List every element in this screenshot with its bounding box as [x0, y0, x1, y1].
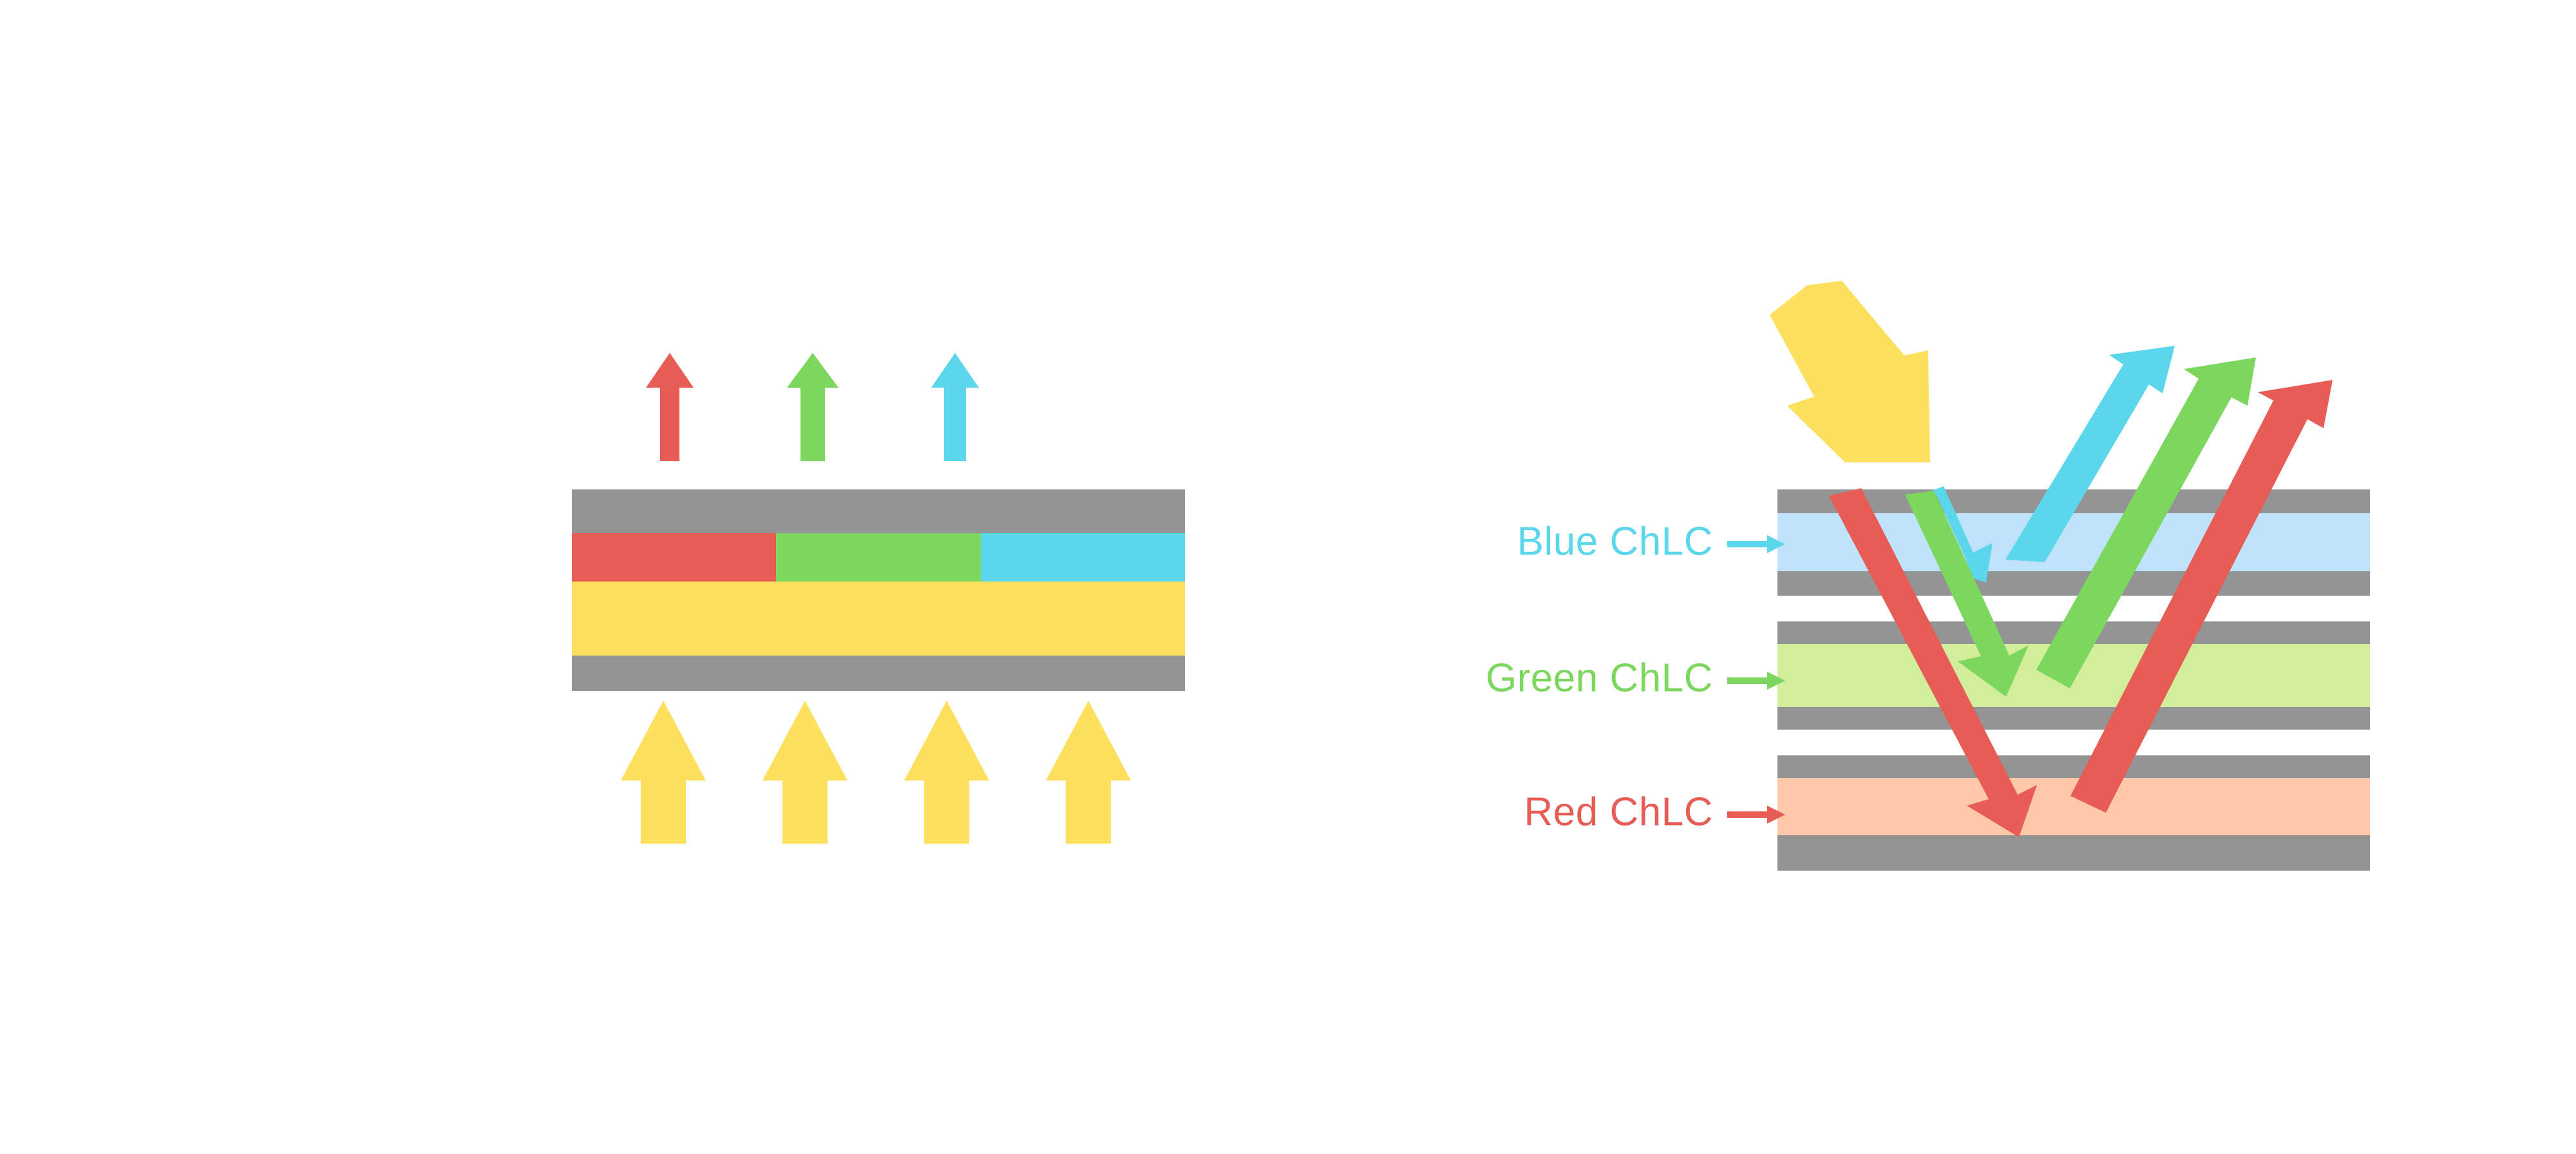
- left-backlight-layer: [572, 582, 1185, 656]
- right-panel-group: Blue ChLC Green ChLC Red ChLC: [1486, 281, 2370, 871]
- left-top-electrode: [572, 489, 1185, 533]
- label-blue-chlc-arrow-icon: [1727, 535, 1785, 553]
- chlc-rays: [1770, 281, 2333, 837]
- label-blue-chlc-text: Blue ChLC: [1517, 519, 1713, 563]
- emitted-red-arrow: [646, 353, 694, 461]
- red-chlc-cell: [1777, 755, 2370, 871]
- backlight-arrow-4: [1046, 701, 1131, 844]
- left-emitted-arrows: [646, 353, 979, 461]
- label-red-chlc-text: Red ChLC: [1524, 790, 1713, 834]
- left-filter-blue: [981, 533, 1185, 582]
- label-green-chlc-text: Green ChLC: [1486, 656, 1713, 700]
- left-backlight-arrows: [621, 701, 1131, 844]
- chlc-labels: Blue ChLC Green ChLC Red ChLC: [1486, 519, 1785, 834]
- green-ray-in-arrow: [1905, 491, 2029, 697]
- left-stack: [572, 489, 1185, 691]
- red-ray-in-arrow: [1829, 488, 2037, 837]
- label-red-chlc: Red ChLC: [1524, 790, 1785, 834]
- label-blue-chlc: Blue ChLC: [1517, 519, 1785, 563]
- left-filter-red: [572, 533, 776, 582]
- backlight-arrow-1: [621, 701, 706, 844]
- red-cell-lc-layer: [1777, 778, 2370, 835]
- emitted-blue-arrow: [931, 353, 979, 461]
- label-green-chlc: Green ChLC: [1486, 656, 1785, 700]
- backlight-arrow-3: [904, 701, 989, 844]
- label-red-chlc-arrow-icon: [1727, 806, 1785, 824]
- left-bottom-electrode: [572, 656, 1185, 691]
- green-ray-out-arrow: [2036, 357, 2256, 688]
- backlight-arrow-2: [762, 701, 848, 844]
- label-green-chlc-arrow-icon: [1727, 672, 1785, 690]
- emitted-green-arrow: [787, 353, 838, 461]
- left-filter-green: [776, 533, 981, 582]
- red-ray-out-arrow: [2070, 380, 2333, 813]
- blue-ray-in-arrow: [1914, 486, 1993, 583]
- incident-white-light-arrow: [1770, 281, 1930, 462]
- red-cell-top-electrode: [1777, 755, 2370, 778]
- blue-cell-bottom-electrode: [1777, 571, 2370, 596]
- green-cell-bottom-electrode: [1777, 707, 2370, 730]
- blue-ray-out-arrow: [2005, 346, 2175, 562]
- left-panel-group: [572, 353, 1185, 844]
- red-cell-bottom-electrode: [1777, 835, 2370, 871]
